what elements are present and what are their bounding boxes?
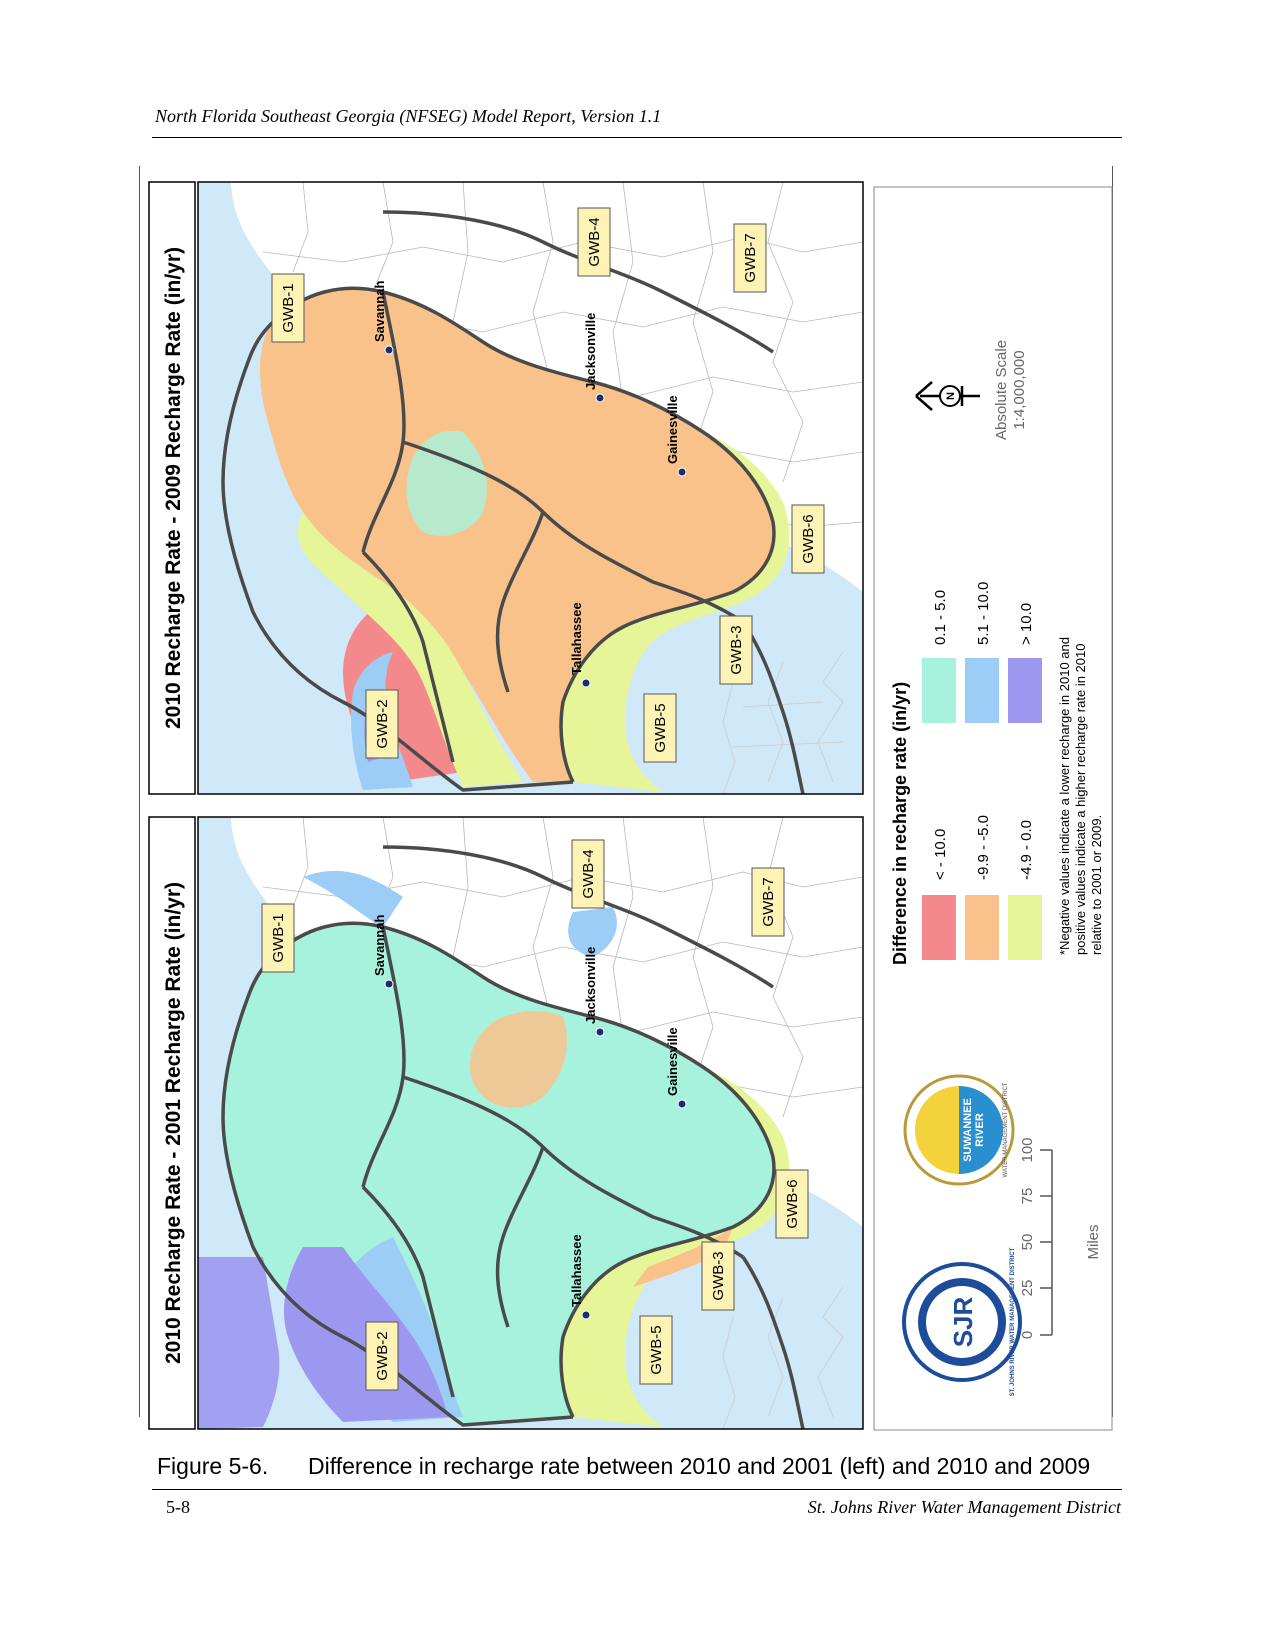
map-panel-2009 — [197, 181, 864, 795]
zone-label: GWB-3 — [728, 625, 745, 674]
zone-callouts-2009: GWB-1 GWB-2 GWB-3 GWB-4 GWB-5 GWB-6 GWB-… — [271, 207, 825, 763]
footer-rule — [152, 1489, 1122, 1490]
legend-swatch — [965, 895, 999, 960]
zone-callouts-2001: GWB-1 GWB-2 GWB-3 GWB-4 GWB-5 GWB-6 GWB-… — [261, 839, 809, 1391]
zone-label: GWB-3 — [710, 1251, 727, 1300]
scale-tick-label: 50 — [1019, 1234, 1036, 1251]
footer-organization: St. Johns River Water Management Distric… — [807, 1497, 1121, 1517]
legend-swatch — [922, 658, 956, 723]
legend-swatch — [965, 658, 999, 723]
map-title-2001: 2010 Recharge Rate - 2001 Recharge Rate … — [162, 882, 185, 1364]
scale-tick-label: 25 — [1019, 1280, 1036, 1297]
legend-label: -9.9 - -5.0 — [975, 815, 992, 880]
page-number: 5-8 — [166, 1497, 190, 1517]
scale-bar: 0 25 50 75 100 Miles — [1019, 1137, 1102, 1339]
legend-note-line: relative to 2001 or 2009. — [1089, 815, 1104, 955]
scale-tick-label: 100 — [1019, 1137, 1036, 1162]
scale-tick-label: 0 — [1019, 1331, 1036, 1339]
scale-unit: Miles — [1085, 1224, 1102, 1259]
report-header: North Florida Southeast Georgia (NFSEG) … — [155, 106, 662, 126]
legend-swatch — [1008, 658, 1042, 723]
sjrwmd-logo: SJR ST. JOHNS RIVER WATER MANAGEMENT DIS… — [902, 1247, 1022, 1396]
legend-label: 0.1 - 5.0 — [932, 590, 949, 645]
city-label: Gainesville — [665, 1027, 680, 1096]
legend-swatch — [1008, 895, 1042, 960]
legend-note-line: positive values indicate a higher rechar… — [1073, 644, 1088, 955]
cities-2009: Savannah Jacksonville Gainesville Tallah… — [372, 281, 687, 688]
sjrwmd-logo-text: SJR — [948, 1296, 978, 1347]
north-arrow-icon: N — [915, 381, 980, 411]
legend-classes: < - 10.0 -9.9 - -5.0 -4.9 - 0.0 0.1 - 5.… — [922, 582, 1042, 960]
frame-left-line — [139, 166, 140, 1417]
city-label: Tallahassee — [569, 1234, 584, 1307]
legend-note: *Negative values indicate a lower rechar… — [1057, 637, 1104, 955]
header-rule — [152, 137, 1122, 138]
zone-label: GWB-2 — [374, 699, 391, 748]
legend-label: 5.1 - 10.0 — [975, 582, 992, 645]
zone-label: GWB-5 — [652, 703, 669, 752]
legend-label: > 10.0 — [1018, 603, 1035, 645]
absolute-scale-label: Absolute Scale — [993, 340, 1010, 440]
scale-tick-label: 75 — [1019, 1188, 1036, 1205]
map-panel-2001 — [197, 816, 864, 1430]
zone-label: GWB-5 — [648, 1325, 665, 1374]
figure-caption: Difference in recharge rate between 2010… — [308, 1453, 1091, 1479]
zone-label: GWB-7 — [760, 877, 777, 926]
zone-label: GWB-7 — [742, 233, 759, 282]
zone-label: GWB-4 — [580, 849, 597, 898]
zone-label: GWB-1 — [280, 283, 297, 332]
city-label: Tallahassee — [569, 602, 584, 675]
legend-swatch — [922, 895, 956, 960]
zone-label: GWB-4 — [586, 217, 603, 266]
srwmd-logo: SUWANNEE RIVER WATER MANAGEMENT DISTRICT — [903, 1074, 1015, 1186]
zone-label: GWB-1 — [270, 913, 287, 962]
city-label: Savannah — [372, 915, 387, 976]
zone-label: GWB-6 — [784, 1179, 801, 1228]
absolute-scale-value: 1:4,000,000 — [1011, 350, 1028, 429]
cities-2001: Savannah Jacksonville Gainesville Tallah… — [372, 915, 687, 1320]
legend-note-line: *Negative values indicate a lower rechar… — [1057, 637, 1072, 955]
city-label: Jacksonville — [583, 947, 598, 1024]
city-label: Jacksonville — [583, 313, 598, 390]
north-letter: N — [945, 392, 957, 400]
srwmd-logo-ring: WATER MANAGEMENT DISTRICT — [1003, 1082, 1009, 1177]
figure-number: Figure 5-6. — [157, 1453, 269, 1479]
sjrwmd-logo-ring: ST. JOHNS RIVER WATER MANAGEMENT DISTRIC… — [1010, 1247, 1016, 1396]
legend-title: Difference in recharge rate (in/yr) — [890, 682, 910, 965]
legend-label: -4.9 - 0.0 — [1018, 820, 1035, 880]
zone-label: GWB-6 — [800, 514, 817, 563]
city-label: Gainesville — [665, 395, 680, 464]
zone-label: GWB-2 — [374, 1331, 391, 1380]
city-label: Savannah — [372, 281, 387, 342]
legend-label: < - 10.0 — [932, 829, 949, 880]
srwmd-logo-text1: SUWANNEE — [962, 1098, 974, 1162]
map-title-2009: 2010 Recharge Rate - 2009 Recharge Rate … — [162, 247, 185, 729]
srwmd-logo-text2: RIVER — [974, 1113, 986, 1147]
